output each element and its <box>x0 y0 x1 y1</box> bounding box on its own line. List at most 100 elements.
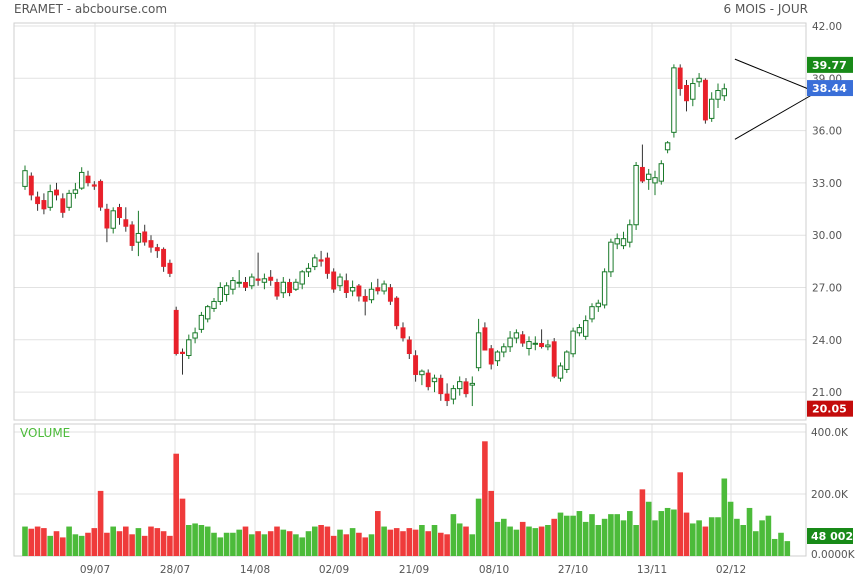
candle <box>312 254 318 271</box>
volume-bar <box>22 526 28 556</box>
volume-bar <box>526 526 532 556</box>
triangle-pattern <box>734 58 817 140</box>
candle <box>551 338 557 379</box>
candle <box>217 282 224 305</box>
volume-tick-label: 400.0K <box>811 427 849 439</box>
volume-bar <box>393 528 400 556</box>
volume-bar <box>488 490 494 556</box>
candle <box>274 278 280 300</box>
volume-label: VOLUME <box>20 426 70 440</box>
candle <box>652 170 658 196</box>
candle <box>431 374 438 393</box>
candle <box>91 181 97 190</box>
volume-bar <box>690 523 696 556</box>
candle <box>280 277 287 298</box>
candle <box>142 224 148 246</box>
candle <box>243 277 248 291</box>
volume-bar <box>400 531 406 556</box>
volume-bar <box>41 528 47 556</box>
volume-bar <box>97 490 104 556</box>
volume-bar <box>337 529 343 556</box>
candle <box>343 273 349 298</box>
candle <box>349 280 356 297</box>
volume-bar <box>312 526 318 556</box>
candle <box>595 299 601 312</box>
candle <box>520 331 526 347</box>
volume-bar <box>532 528 539 556</box>
volume-bar <box>78 535 85 556</box>
candle <box>255 252 261 286</box>
volume-bar <box>318 525 324 556</box>
volume-bar <box>349 528 356 556</box>
candle <box>545 339 551 351</box>
volume-bar <box>463 526 469 556</box>
candle <box>419 369 425 386</box>
candle <box>513 329 520 344</box>
volume-bar <box>293 534 299 556</box>
candle <box>469 376 476 407</box>
volume-bar <box>34 526 41 556</box>
candle <box>620 231 627 250</box>
volume-bar <box>116 531 123 556</box>
candle <box>425 369 431 391</box>
candle <box>180 348 185 375</box>
candle <box>633 161 639 230</box>
volume-bar <box>167 535 173 556</box>
volume-bar <box>255 531 261 556</box>
price-panel-border <box>13 22 807 421</box>
candle <box>658 160 664 185</box>
volume-bar <box>412 529 419 556</box>
volume-bar <box>784 541 791 556</box>
period-label: 6 MOIS - JOUR <box>723 2 808 16</box>
volume-bar <box>343 534 350 556</box>
candle <box>526 336 532 356</box>
candle <box>66 189 72 211</box>
candle <box>457 376 463 396</box>
candle <box>123 207 129 232</box>
candle <box>627 219 633 248</box>
volume-bar <box>242 526 249 556</box>
candle <box>601 268 608 309</box>
candlestick-series <box>22 64 727 407</box>
svg-text:38.44: 38.44 <box>812 82 847 95</box>
volume-bar <box>702 526 709 556</box>
candle <box>205 304 211 323</box>
volume-bar <box>677 472 683 556</box>
triangle-upper-line <box>734 58 817 93</box>
candle <box>438 374 444 401</box>
candle <box>230 277 236 295</box>
candle <box>54 182 59 201</box>
candle <box>721 83 727 101</box>
candle <box>287 278 293 297</box>
volume-bar <box>658 511 665 556</box>
volume-bar <box>381 526 387 556</box>
candle <box>249 273 255 290</box>
date-tick-label: 09/07 <box>80 564 110 576</box>
volume-bar <box>614 514 620 556</box>
candle <box>368 282 375 304</box>
candle <box>702 78 708 124</box>
last-price-badge: 38.44 <box>807 80 853 97</box>
volume-bar <box>582 521 589 556</box>
volume-bar <box>589 514 595 556</box>
candle <box>135 210 142 257</box>
volume-bar <box>249 534 255 556</box>
candle <box>35 191 41 211</box>
candle <box>356 284 362 302</box>
volume-bar <box>627 511 633 556</box>
volume-bar <box>274 526 280 556</box>
volume-bar <box>715 517 721 556</box>
svg-text:20.05: 20.05 <box>812 403 847 416</box>
volume-bar <box>765 515 772 556</box>
date-tick-label: 28/07 <box>160 564 190 576</box>
candle <box>318 250 324 267</box>
volume-series <box>22 441 791 556</box>
volume-bar <box>160 531 167 556</box>
volume-bar <box>639 489 646 556</box>
volume-bar <box>305 531 312 556</box>
candle <box>488 345 494 370</box>
price-tick-label: 24.00 <box>812 335 842 347</box>
volume-bar <box>425 531 431 556</box>
volume-bar <box>771 538 778 556</box>
volume-bar <box>72 534 79 556</box>
